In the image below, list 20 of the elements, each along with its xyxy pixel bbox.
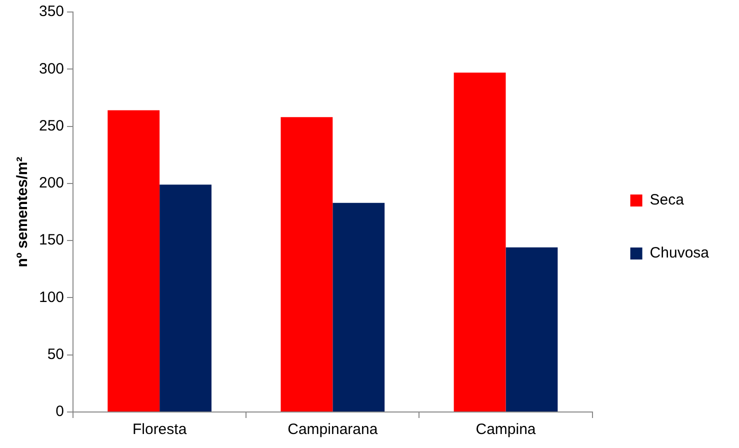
- x-tick-label: Campinarana: [288, 421, 378, 438]
- bar: [332, 202, 385, 412]
- bar: [454, 72, 506, 412]
- y-tick-label: 300: [38, 60, 64, 78]
- y-tick-label: 200: [38, 174, 64, 192]
- y-tick-label: 50: [47, 346, 64, 363]
- x-tick-label: Floresta: [132, 421, 188, 438]
- y-axis-title: nº sementes/m²: [14, 156, 32, 268]
- bar: [160, 184, 212, 412]
- bar: [506, 247, 558, 412]
- legend-label: Seca: [650, 192, 685, 209]
- legend-label: Chuvosa: [650, 244, 710, 262]
- y-tick-label: 350: [38, 3, 64, 20]
- y-tick-label: 100: [38, 288, 64, 306]
- bar: [280, 117, 333, 412]
- y-tick-label: 250: [38, 117, 64, 134]
- x-tick-label: Campina: [476, 421, 536, 438]
- bar: [108, 110, 160, 412]
- y-tick-label: 0: [56, 403, 64, 420]
- y-tick-label: 150: [38, 232, 64, 249]
